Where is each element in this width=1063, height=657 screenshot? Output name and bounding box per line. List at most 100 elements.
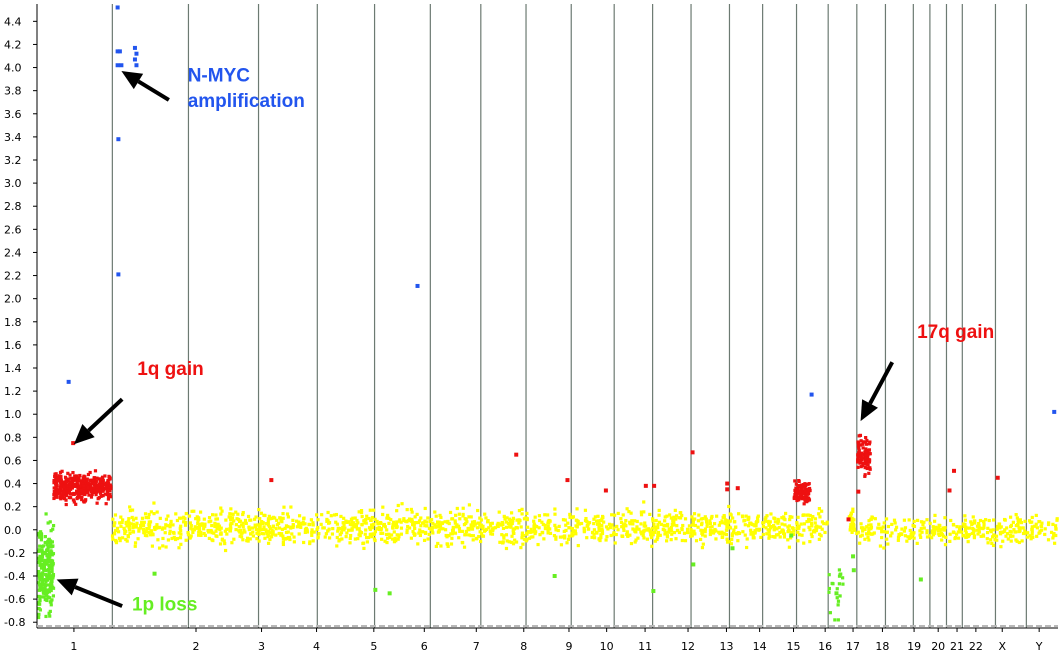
cloud-point-5 bbox=[81, 482, 85, 487]
cloud-point-0 bbox=[388, 535, 392, 540]
cloud-point-0 bbox=[616, 528, 620, 532]
cloud-point-0 bbox=[817, 537, 821, 541]
x-tick-label: 7 bbox=[473, 640, 480, 653]
cloud-point-0 bbox=[737, 531, 742, 535]
cloud-point-0 bbox=[443, 520, 447, 524]
cloud-point-0 bbox=[813, 521, 817, 525]
cloud-point-1 bbox=[999, 545, 1003, 549]
cloud-point-0 bbox=[191, 530, 195, 534]
gain-point bbox=[71, 441, 76, 446]
cloud-point-5 bbox=[92, 476, 96, 480]
cloud-point-0 bbox=[784, 511, 788, 516]
cloud-point-7 bbox=[867, 451, 871, 455]
cloud-point-0 bbox=[553, 523, 557, 527]
cloud-point-0 bbox=[737, 512, 741, 516]
cloud-point-0 bbox=[775, 527, 779, 531]
cloud-point-5 bbox=[77, 491, 81, 495]
cloud-point-1 bbox=[900, 527, 904, 531]
cloud-point-1 bbox=[1039, 524, 1044, 529]
cloud-point-3 bbox=[50, 540, 54, 544]
cloud-point-0 bbox=[808, 528, 812, 532]
cloud-point-0 bbox=[672, 530, 677, 535]
cloud-point-1 bbox=[939, 531, 944, 535]
cloud-point-0 bbox=[612, 531, 616, 535]
cloud-point-1 bbox=[902, 518, 907, 522]
cloud-point-0 bbox=[521, 542, 525, 546]
cloud-point-0 bbox=[291, 524, 295, 528]
cloud-point-0 bbox=[302, 516, 306, 520]
cloud-point-0 bbox=[367, 535, 371, 540]
cloud-point-0 bbox=[421, 530, 425, 534]
cloud-point-0 bbox=[746, 524, 751, 528]
cloud-point-0 bbox=[281, 542, 285, 547]
cloud-point-0 bbox=[237, 517, 241, 522]
cloud-point-0 bbox=[563, 518, 567, 522]
cloud-point-5 bbox=[100, 486, 104, 490]
cloud-point-0 bbox=[553, 512, 557, 516]
cloud-point-0 bbox=[472, 520, 477, 524]
cloud-point-5 bbox=[104, 486, 108, 491]
annotation-label: amplification bbox=[188, 91, 305, 112]
cloud-point-0 bbox=[179, 542, 183, 546]
cloud-point-1 bbox=[881, 525, 885, 529]
cloud-point-5 bbox=[86, 472, 90, 477]
cloud-point-1 bbox=[971, 528, 976, 532]
loss-point bbox=[851, 554, 856, 559]
cloud-point-0 bbox=[772, 524, 776, 528]
cloud-point-0 bbox=[270, 516, 274, 521]
cloud-point-1 bbox=[933, 525, 938, 529]
cloud-point-0 bbox=[174, 512, 178, 516]
cloud-point-0 bbox=[515, 518, 519, 522]
loss-point bbox=[834, 591, 839, 596]
cloud-point-0 bbox=[376, 522, 380, 526]
cloud-point-0 bbox=[810, 534, 814, 539]
cloud-point-5 bbox=[84, 486, 88, 490]
cloud-point-0 bbox=[568, 512, 572, 517]
cloud-point-0 bbox=[629, 541, 634, 546]
cloud-point-0 bbox=[639, 530, 643, 534]
cloud-point-1 bbox=[1028, 534, 1032, 538]
cloud-point-0 bbox=[168, 531, 172, 536]
cloud-point-0 bbox=[415, 512, 419, 517]
cloud-point-0 bbox=[203, 524, 207, 528]
cloud-point-0 bbox=[202, 517, 206, 521]
cloud-point-1 bbox=[1039, 528, 1044, 532]
cloud-point-0 bbox=[511, 542, 516, 546]
cloud-point-0 bbox=[315, 528, 319, 532]
cloud-point-0 bbox=[147, 530, 151, 535]
cloud-point-0 bbox=[143, 533, 148, 537]
cloud-point-3 bbox=[45, 554, 49, 558]
cloud-point-0 bbox=[697, 513, 701, 517]
cloud-point-0 bbox=[490, 532, 495, 536]
cloud-point-5 bbox=[65, 480, 69, 484]
cloud-point-5 bbox=[57, 479, 61, 483]
cloud-point-0 bbox=[795, 525, 800, 530]
cloud-point-7 bbox=[861, 446, 865, 450]
cloud-point-0 bbox=[196, 521, 200, 526]
cloud-point-0 bbox=[507, 540, 511, 544]
cloud-point-0 bbox=[335, 544, 339, 548]
cloud-point-0 bbox=[155, 523, 159, 527]
cloud-point-5 bbox=[63, 475, 68, 479]
cloud-point-0 bbox=[261, 521, 265, 525]
cloud-point-0 bbox=[418, 528, 422, 532]
cloud-point-0 bbox=[420, 521, 424, 525]
cloud-point-0 bbox=[413, 526, 417, 531]
cloud-point-0 bbox=[281, 536, 285, 541]
cloud-point-0 bbox=[510, 534, 514, 538]
amplification-point bbox=[134, 63, 139, 68]
cloud-point-5 bbox=[86, 481, 90, 485]
gain-point bbox=[603, 488, 608, 493]
cloud-point-1 bbox=[951, 530, 956, 534]
cloud-point-1 bbox=[877, 522, 881, 526]
cloud-point-0 bbox=[157, 546, 162, 550]
cloud-point-5 bbox=[83, 489, 87, 494]
cloud-point-0 bbox=[689, 531, 693, 535]
cloud-point-0 bbox=[186, 533, 191, 537]
cloud-point-0 bbox=[505, 520, 509, 524]
cloud-point-5 bbox=[67, 491, 72, 495]
cloud-point-1 bbox=[907, 536, 911, 541]
cloud-point-0 bbox=[450, 532, 455, 536]
cloud-point-1 bbox=[986, 526, 990, 530]
cloud-point-0 bbox=[507, 525, 512, 529]
